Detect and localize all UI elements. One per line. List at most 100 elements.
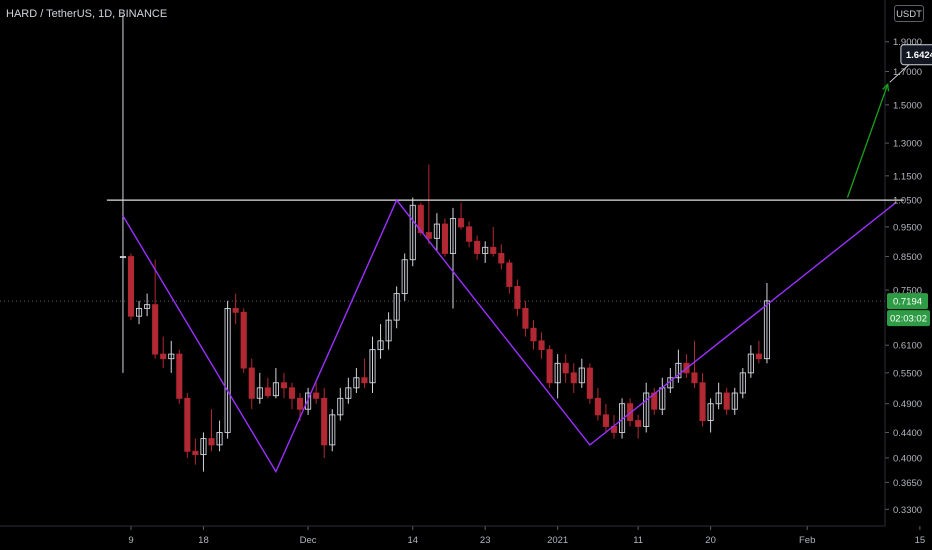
candle-body: [602, 414, 609, 427]
candle-body: [433, 223, 440, 239]
y-tick-label: 1.7000: [893, 67, 922, 78]
candle: [699, 372, 706, 427]
candle: [208, 409, 215, 452]
candle-body: [119, 256, 126, 259]
x-tick-label: Feb: [799, 535, 815, 546]
price-badges: 0.7194 02:03:02: [887, 293, 930, 327]
x-tick-label: 11: [633, 535, 643, 546]
candle-body: [216, 432, 223, 446]
candle: [498, 244, 505, 270]
time-axis[interactable]: 918Dec142320211120Feb15Mar: [128, 535, 932, 546]
candle-body: [707, 403, 714, 422]
x-tick-label: 20: [705, 535, 716, 546]
candle: [441, 218, 449, 257]
candle-body: [474, 240, 481, 254]
candle-body: [409, 204, 416, 261]
candle: [659, 377, 666, 415]
candle-body: [329, 414, 336, 446]
candle: [602, 403, 609, 433]
candle: [256, 372, 263, 404]
candle-body: [675, 362, 682, 379]
candle: [176, 349, 183, 404]
candle-body: [763, 300, 770, 360]
candle-body: [546, 349, 553, 384]
candle-body: [425, 232, 432, 239]
y-tick-label: 0.4000: [893, 453, 922, 464]
candle-body: [755, 353, 762, 360]
candle: [675, 349, 682, 383]
candle-body: [176, 353, 183, 399]
y-tick-label: 0.8500: [893, 252, 922, 263]
target-arrow-line[interactable]: [846, 84, 889, 198]
candle-body: [313, 392, 320, 399]
candle: [224, 300, 231, 439]
candle-body: [280, 382, 288, 389]
candle-body: [570, 372, 577, 384]
candle: [578, 358, 585, 388]
y-tick-label: 0.9500: [893, 222, 922, 233]
candle: [240, 308, 247, 373]
candle: [514, 279, 521, 317]
candle-body: [691, 372, 698, 384]
candle: [763, 282, 770, 364]
candle-body: [562, 362, 569, 374]
candle: [353, 368, 360, 394]
candle: [321, 387, 328, 458]
w-pattern-line[interactable]: [122, 198, 897, 474]
candle: [288, 382, 296, 410]
candle: [135, 300, 143, 325]
candle-body: [490, 246, 497, 254]
x-tick-label: 2021: [547, 535, 568, 546]
candle: [200, 432, 207, 472]
candle-body: [127, 256, 135, 317]
candle-body: [441, 223, 449, 254]
candle-body: [369, 349, 376, 384]
candle-body: [192, 450, 199, 456]
y-tick-label: 0.5500: [893, 368, 922, 379]
candle: [490, 226, 497, 257]
candle: [530, 320, 537, 350]
candle: [369, 336, 376, 394]
candle-body: [506, 262, 513, 287]
drawings[interactable]: [106, 82, 904, 474]
candle-body: [522, 307, 529, 329]
candle-body: [731, 392, 738, 410]
candle: [216, 420, 223, 452]
y-tick-label: 1.1500: [893, 171, 922, 182]
candle: [538, 332, 545, 359]
price-axis[interactable]: 1.9000 1.7000 1.5000 1.3000 1.1500 1.0500 0.95…: [893, 37, 922, 516]
candle-body: [643, 392, 650, 427]
candle-body: [208, 438, 215, 446]
candle: [715, 382, 722, 410]
candle-body: [240, 311, 247, 369]
countdown-badge: [887, 310, 930, 327]
candles: [119, 15, 770, 472]
target-label-text: 1.6424: [906, 50, 932, 61]
y-tick-label: 0.4900: [893, 399, 922, 410]
currency-button[interactable]: USDT: [894, 5, 924, 22]
candle-body: [256, 387, 263, 399]
candle: [337, 387, 344, 421]
candle-body: [699, 382, 706, 422]
last-price-badge-text: 0.7194: [893, 297, 922, 308]
candle-body: [361, 377, 368, 384]
candle-body: [353, 377, 360, 389]
candle: [482, 241, 489, 263]
candle-body: [594, 397, 601, 416]
candle: [554, 354, 561, 399]
candle: [280, 372, 288, 399]
candle: [401, 253, 408, 301]
x-tick-label: 18: [198, 535, 209, 546]
y-tick-label: 0.6100: [893, 341, 922, 352]
target-label[interactable]: 1.6424: [889, 44, 932, 83]
y-tick-label: 1.3000: [893, 139, 922, 150]
candle-body: [385, 319, 392, 342]
candle: [433, 213, 440, 251]
candle: [345, 377, 352, 404]
candle: [119, 15, 126, 373]
candle: [248, 358, 255, 410]
target-label-box[interactable]: [900, 44, 932, 66]
candle: [635, 414, 642, 439]
candle: [522, 300, 529, 337]
